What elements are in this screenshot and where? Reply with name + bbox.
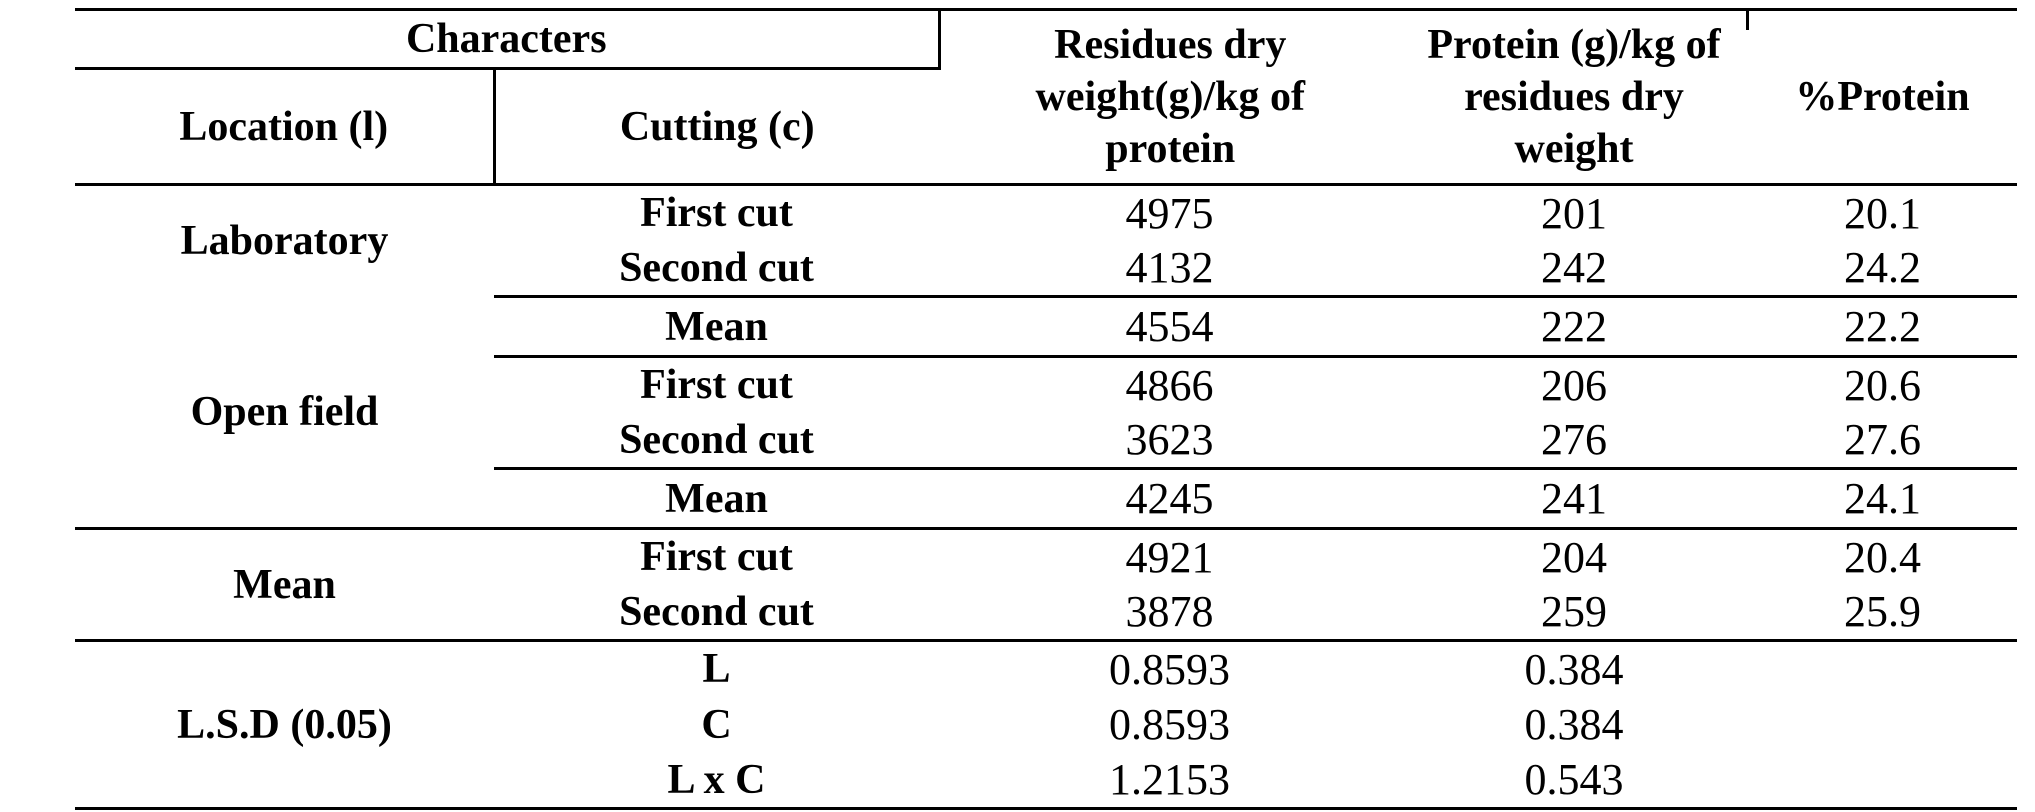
table-row: Characters Residues dry weight(g)/kg of …	[75, 8, 2017, 186]
cutting-label: First cut	[640, 362, 793, 409]
lsd-factor-label: L	[702, 646, 731, 693]
header-protein: Protein (g)/kg of residues dry weight	[1400, 8, 1748, 186]
percent-value: 25.9	[1748, 584, 2017, 642]
table-row: L.S.D (0.05) L 0.8593 0.384	[75, 640, 2017, 810]
table-row: C 0.8593 0.384	[75, 697, 2017, 753]
location-mean: Mean	[75, 528, 494, 642]
protein-value: 0.543	[1400, 752, 1748, 810]
protein-value: 201	[1541, 188, 1607, 238]
percent-value: 20.6	[1844, 360, 1921, 410]
header-location: Location (l)	[75, 68, 496, 186]
table-row: Laboratory First cut 4975 201 20.1	[75, 185, 2017, 264]
table-row: Second cut 3878 259 25.9	[75, 584, 2017, 642]
percent-value: 20.1	[1844, 188, 1921, 238]
header-percent-protein: %Protein	[1748, 8, 2017, 186]
table-row: Second cut 4132 242 24.2	[75, 241, 2017, 297]
cutting-label: Second cut	[619, 416, 814, 463]
cutting-label: Second cut	[619, 244, 814, 291]
residues-value: 4245	[939, 467, 1400, 530]
percent-value: 22.2	[1748, 295, 2017, 358]
residues-value: 4554	[939, 295, 1400, 358]
residues-value: 3878	[939, 584, 1400, 642]
header-cutting: Cutting (c)	[494, 68, 939, 186]
table-row: Mean First cut 4921 204 20.4	[75, 528, 2017, 642]
table-row: Second cut 3623 276 27.6	[75, 413, 2017, 469]
protein-value: 259	[1400, 584, 1748, 642]
percent-value: 24.2	[1844, 243, 1921, 293]
location-open-field: Open field	[75, 356, 494, 530]
location-laboratory: Laboratory	[180, 218, 389, 264]
cutting-label: First cut	[640, 190, 793, 237]
header-column-divider-tick	[1746, 8, 1749, 30]
percent-value: 27.6	[1844, 415, 1921, 465]
residues-value: 0.8593	[1109, 644, 1230, 694]
header-protein-label: Protein (g)/kg of residues dry weight	[1427, 22, 1721, 172]
percent-value: 24.1	[1748, 467, 2017, 530]
cutting-label: Second cut	[494, 584, 939, 642]
residues-value: 0.8593	[1109, 700, 1230, 749]
protein-value: 242	[1541, 243, 1607, 293]
table-row: Open field First cut 4866 206 20.6	[75, 356, 2017, 530]
header-residues-label: Residues dry weight(g)/kg of protein	[1035, 22, 1305, 172]
protein-value: 241	[1400, 467, 1748, 530]
residues-value: 3623	[1125, 415, 1214, 465]
mean-label: Mean	[494, 295, 939, 358]
results-table: Characters Residues dry weight(g)/kg of …	[75, 8, 2017, 810]
protein-value: 276	[1541, 415, 1607, 465]
lsd-factor-label: C	[701, 701, 732, 748]
protein-value: 204	[1541, 532, 1607, 582]
protein-value: 0.384	[1524, 700, 1624, 749]
lsd-factor-label: L x C	[494, 752, 939, 810]
residues-value: 4975	[1125, 188, 1214, 238]
header-residues: Residues dry weight(g)/kg of protein	[939, 8, 1400, 186]
table-row: Location (l) Cutting (c)	[75, 68, 2017, 186]
percent-value	[1748, 641, 2017, 697]
percent-value	[1748, 752, 2017, 810]
table-row: Mean 4245 241 24.1	[75, 467, 2017, 530]
cutting-label: First cut	[640, 534, 793, 581]
protein-value: 0.384	[1524, 644, 1624, 694]
percent-value: 20.4	[1844, 532, 1921, 582]
protein-value: 206	[1541, 360, 1607, 410]
protein-value: 222	[1400, 295, 1748, 358]
location-lsd: L.S.D (0.05)	[75, 640, 494, 810]
table-row: L x C 1.2153 0.543	[75, 752, 2017, 810]
residues-value: 1.2153	[939, 752, 1400, 810]
mean-label: Mean	[494, 467, 939, 530]
percent-value	[1748, 697, 2017, 753]
residues-value: 4132	[1125, 243, 1214, 293]
header-characters-group: Characters	[75, 8, 941, 70]
residues-value: 4921	[1125, 532, 1214, 582]
residues-value: 4866	[1125, 360, 1214, 410]
table-row: Mean 4554 222 22.2	[75, 295, 2017, 358]
